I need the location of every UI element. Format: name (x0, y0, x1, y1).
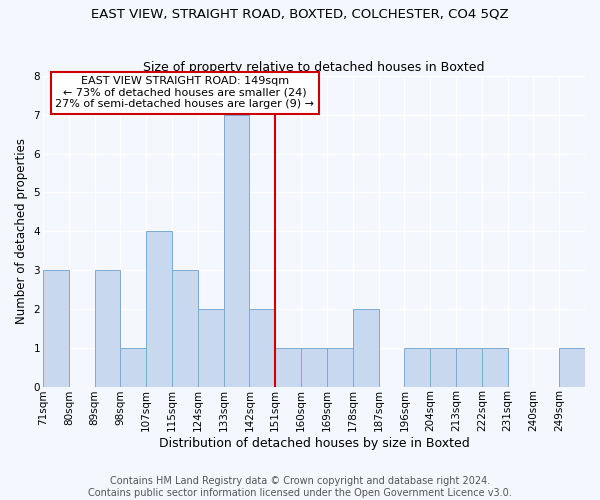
Bar (198, 309, 224, 386)
Bar (43, 270, 69, 386)
Bar (456, 348, 482, 387)
Bar (95, 270, 121, 386)
Bar (275, 348, 301, 387)
Bar (146, 232, 172, 386)
Text: Contains HM Land Registry data © Crown copyright and database right 2024.
Contai: Contains HM Land Registry data © Crown c… (88, 476, 512, 498)
Bar (430, 348, 456, 387)
Bar (327, 348, 353, 387)
Bar (301, 348, 327, 387)
Text: EAST VIEW STRAIGHT ROAD: 149sqm
← 73% of detached houses are smaller (24)
27% of: EAST VIEW STRAIGHT ROAD: 149sqm ← 73% of… (55, 76, 314, 110)
Title: Size of property relative to detached houses in Boxted: Size of property relative to detached ho… (143, 60, 485, 74)
Bar (250, 309, 275, 386)
Bar (172, 270, 198, 386)
Bar (121, 348, 146, 387)
X-axis label: Distribution of detached houses by size in Boxted: Distribution of detached houses by size … (158, 437, 469, 450)
Y-axis label: Number of detached properties: Number of detached properties (15, 138, 28, 324)
Bar (404, 348, 430, 387)
Bar (482, 348, 508, 387)
Bar (559, 348, 585, 387)
Text: EAST VIEW, STRAIGHT ROAD, BOXTED, COLCHESTER, CO4 5QZ: EAST VIEW, STRAIGHT ROAD, BOXTED, COLCHE… (91, 8, 509, 20)
Bar (224, 115, 250, 386)
Bar (353, 309, 379, 386)
